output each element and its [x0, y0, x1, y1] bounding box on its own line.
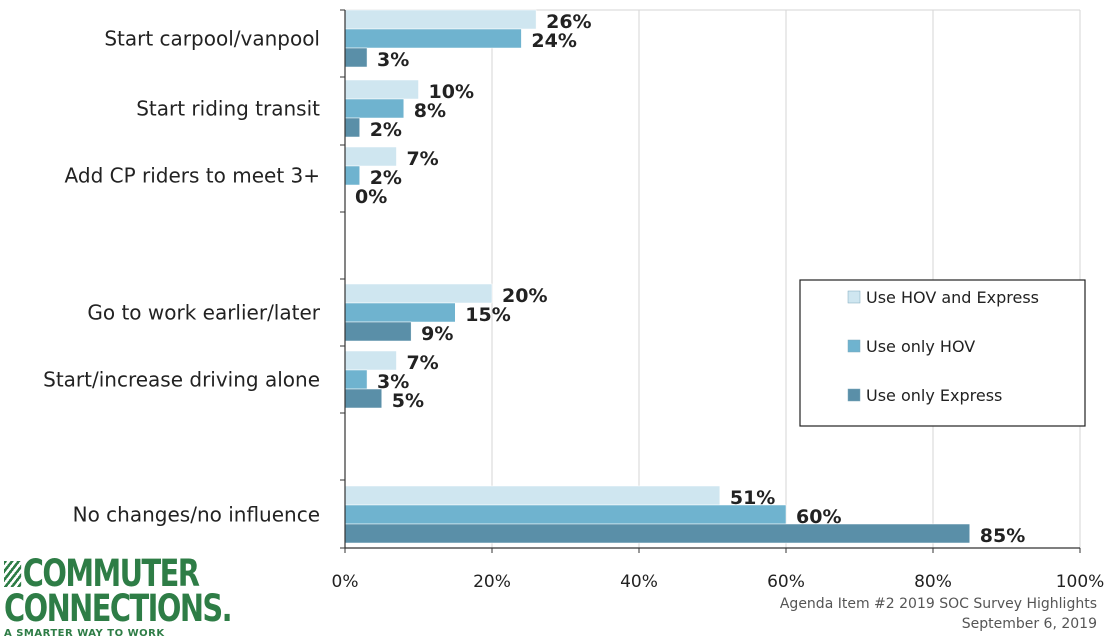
category-label: Add CP riders to meet 3+ — [65, 164, 320, 188]
bar — [344, 302, 456, 323]
legend-label: Use only HOV — [866, 337, 975, 356]
data-label: 2% — [370, 119, 402, 141]
legend-box — [799, 279, 1086, 427]
footer: Agenda Item #2 2019 SOC Survey Highlight… — [780, 594, 1097, 634]
footer-date: September 6, 2019 — [961, 616, 1097, 632]
bar — [344, 523, 970, 544]
data-label: 7% — [406, 148, 438, 170]
logo-stripes-icon — [4, 561, 22, 587]
data-label: 5% — [392, 390, 424, 412]
data-label: 7% — [406, 352, 438, 374]
legend-swatch — [847, 290, 861, 304]
logo-line-1: COMMUTER — [22, 552, 200, 595]
data-label: 3% — [377, 371, 409, 393]
data-label: 60% — [796, 506, 841, 528]
x-tick-label: 100% — [1056, 572, 1105, 592]
bar — [344, 98, 405, 119]
category-label: Start carpool/vanpool — [104, 27, 320, 51]
category-label: No changes/no influence — [73, 503, 320, 527]
data-label: 51% — [730, 487, 775, 509]
commuter-connections-logo: COMMUTER CONNECTIONS. A SMARTER WAY TO W… — [4, 555, 233, 639]
category-label: Go to work earlier/later — [87, 301, 320, 325]
x-tick-label: 60% — [767, 572, 805, 592]
bar — [344, 9, 537, 30]
bar — [344, 165, 360, 186]
bar — [344, 283, 493, 304]
logo-line-2: CONNECTIONS. — [4, 587, 233, 630]
bar — [344, 369, 368, 390]
data-label: 0% — [355, 186, 387, 208]
legend-swatch — [847, 388, 861, 402]
data-label: 15% — [465, 304, 510, 326]
legend-swatch — [847, 339, 861, 353]
footer-agenda: Agenda Item #2 2019 SOC Survey Highlight… — [779, 596, 1097, 612]
data-label: 20% — [502, 285, 547, 307]
x-tick-label: 20% — [473, 572, 511, 592]
data-label: 9% — [421, 323, 453, 345]
legend-label: Use only Express — [866, 386, 1002, 405]
x-tick-label: 0% — [332, 572, 359, 592]
logo-tagline: A SMARTER WAY TO WORK — [4, 628, 165, 639]
bar — [344, 350, 397, 371]
legend-label: Use HOV and Express — [866, 288, 1039, 307]
bar — [344, 117, 360, 138]
bar — [344, 146, 397, 167]
category-label: Start riding transit — [136, 97, 320, 121]
bar — [344, 47, 368, 68]
data-label: 85% — [980, 525, 1025, 547]
bar — [344, 321, 412, 342]
data-label: 3% — [377, 49, 409, 71]
bar — [344, 504, 787, 525]
data-label: 10% — [429, 81, 474, 103]
x-tick-label: 80% — [914, 572, 952, 592]
data-label: 24% — [531, 30, 576, 52]
category-label: Start/increase driving alone — [43, 368, 320, 392]
data-label: 2% — [370, 167, 402, 189]
data-label: 26% — [546, 11, 591, 33]
data-label: 8% — [414, 100, 446, 122]
bar — [344, 79, 419, 100]
bar — [344, 485, 721, 506]
bar — [344, 28, 522, 49]
bar — [344, 388, 382, 409]
x-tick-label: 40% — [620, 572, 658, 592]
